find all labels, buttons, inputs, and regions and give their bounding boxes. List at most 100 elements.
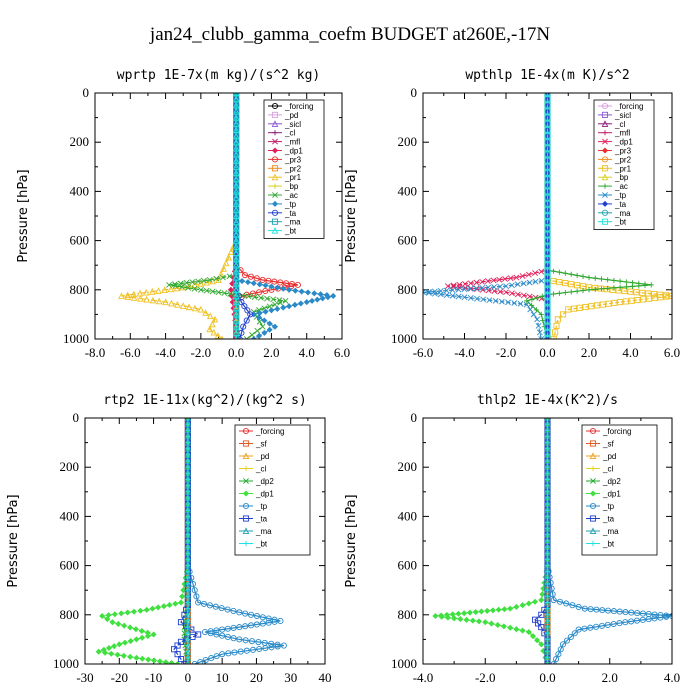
data-point [247,611,255,618]
legend-marker [272,138,278,145]
plot-frame [422,92,673,340]
data-point [621,287,628,295]
data-point [581,625,588,632]
data-point [628,609,635,616]
data-point [560,641,567,648]
data-point [181,581,188,588]
data-point [529,633,536,640]
legend-marker [590,540,596,547]
data-point [599,301,606,308]
data-point [262,308,269,315]
legend-label: _bt [255,540,268,549]
x-tick-label: 20 [250,670,263,685]
data-point [288,283,295,290]
data-point [426,290,432,296]
data-point [259,614,266,621]
data-point [277,279,284,286]
legend-entry-ta: _ta [598,200,627,209]
data-point [162,659,169,664]
data-point [160,603,167,610]
data-point [580,287,586,294]
data-point [636,283,642,289]
data-point [247,273,254,280]
data-point [185,563,191,569]
data-point [570,305,578,312]
data-point [242,623,249,630]
data-point [185,636,191,642]
data-point [243,317,250,324]
legend-marker [243,478,249,484]
data-point [568,289,574,295]
data-point [610,620,617,628]
data-point [283,280,290,287]
legend-entry-bp: _bp [268,182,299,191]
data-point [127,624,134,631]
data-point [174,651,181,658]
data-point [498,298,505,305]
data-point [544,519,551,526]
data-point [262,645,269,652]
data-point [563,637,571,644]
data-point [271,278,278,285]
data-point [236,636,243,643]
legend-entry-dp1: _dp1 [586,490,621,499]
data-point [185,581,191,587]
data-point [271,323,278,330]
data-point [533,307,540,313]
legend-marker [601,111,609,118]
data-point [145,656,152,663]
data-point [544,418,551,421]
data-point [265,619,272,626]
data-point [552,329,559,336]
data-point [124,291,131,299]
data-point [185,427,191,433]
data-point [138,627,145,634]
data-point [525,600,532,607]
data-point [108,650,115,657]
legend-marker [242,490,250,497]
data-point [298,288,305,295]
data-point [208,320,216,328]
legend-label: _pd [284,111,298,120]
x-tick-label: -4.0 [155,345,176,360]
data-point [544,446,551,452]
legend-label: _cl [614,120,625,129]
data-point [489,607,496,614]
chart-panel-2: wpthlp 1E-4x(m K)/s^2 Pressure [hPa] -6.0 -… [344,68,680,360]
data-point [544,323,551,330]
data-point [137,294,144,302]
data-point [251,294,258,300]
y-tick-label: 400 [70,183,90,198]
data-point [455,610,462,617]
data-point [544,526,551,532]
data-point [480,296,487,303]
y-tick-label: 600 [398,233,418,248]
legend-marker [589,490,597,497]
data-point [185,550,191,556]
legend-entry-pr2: _pr2 [268,164,302,173]
data-point [544,550,551,556]
data-point [171,281,178,288]
data-point [544,538,551,544]
data-point [272,301,278,308]
legend-entry-ma: _ma [586,527,619,536]
data-point [482,619,489,626]
data-point [467,280,474,287]
plot-area [95,418,287,664]
data-point [286,286,293,293]
legend-marker [601,218,609,225]
y-axis-label: Pressure [hPa] [344,494,359,587]
data-point [185,464,191,470]
x-tick-label: -2.0 [475,670,496,685]
x-tick-label: -6.0 [413,345,434,360]
data-point [207,628,214,635]
data-point [179,302,187,309]
legend-label: _ma [284,218,301,227]
legend-marker [602,192,608,198]
legend: _forcing _sf _pd _cl _dp2 _dp1 _tp _ta _ma _bt [234,424,311,556]
x-tick-label: -4.0 [413,670,434,685]
legend-label: _bt [284,227,297,236]
data-point [268,283,275,290]
data-point [225,650,232,657]
legend-label: _sicl [284,120,301,129]
